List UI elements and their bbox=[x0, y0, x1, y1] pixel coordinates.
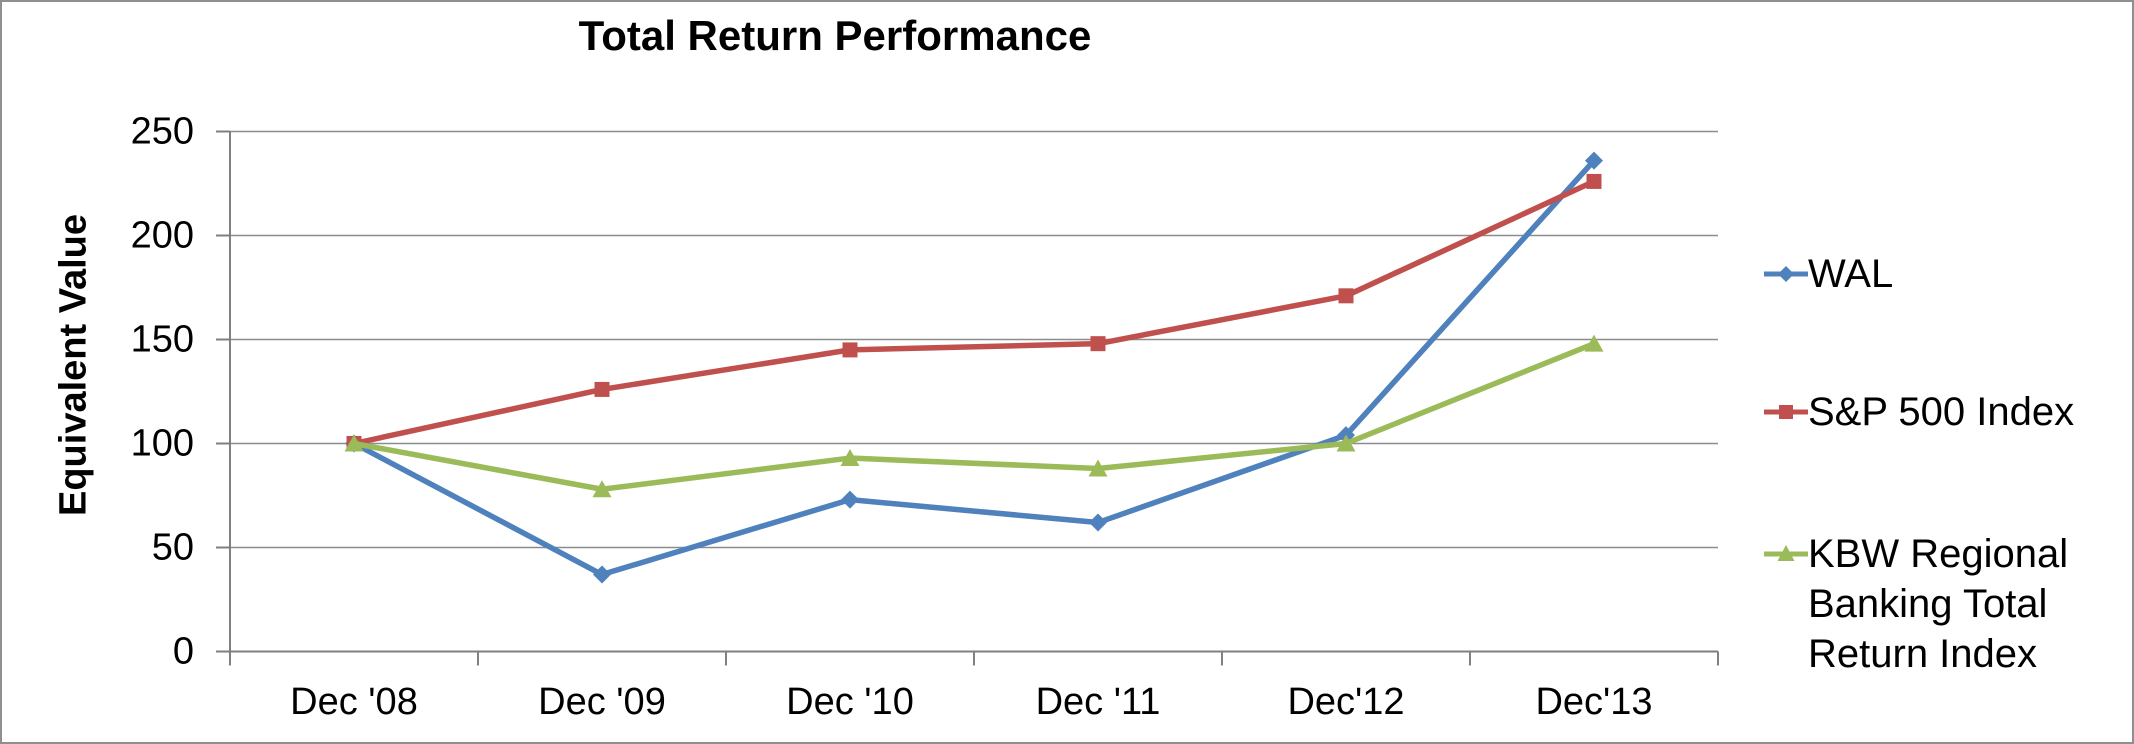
sp500-marker bbox=[1586, 173, 1602, 189]
kbw-marker bbox=[1336, 434, 1356, 452]
legend-label-kbw: KBW Regional Banking Total Return Index bbox=[1808, 532, 2069, 676]
wal-series-line bbox=[351, 157, 1597, 578]
sp500-marker bbox=[1338, 288, 1354, 304]
sp500-legend-marker-icon bbox=[1764, 405, 1808, 419]
kbw-marker bbox=[840, 449, 860, 467]
legend-label-sp500: S&P 500 Index bbox=[1808, 390, 2075, 434]
y-tick-label: 200 bbox=[131, 215, 194, 257]
wal-marker bbox=[593, 565, 611, 584]
kbw-marker bbox=[1088, 459, 1108, 477]
y-tick-label: 150 bbox=[131, 319, 194, 361]
x-category-label: Dec '08 bbox=[290, 681, 418, 723]
square-marker-icon bbox=[1779, 405, 1793, 419]
triangle-marker-icon bbox=[1777, 545, 1795, 561]
y-tick-label: 100 bbox=[131, 423, 194, 465]
x-category-label: Dec'12 bbox=[1287, 681, 1404, 723]
kbw-marker bbox=[344, 434, 364, 452]
y-tick-label: 250 bbox=[131, 111, 194, 153]
kbw-series-line bbox=[351, 340, 1597, 493]
wal-marker bbox=[1089, 513, 1107, 532]
wal-legend-marker-icon bbox=[1764, 266, 1808, 282]
x-category-label: Dec'13 bbox=[1535, 681, 1652, 723]
wal-marker bbox=[841, 490, 859, 509]
sp500-marker bbox=[1090, 336, 1106, 352]
sp500-series-line bbox=[351, 178, 1597, 447]
wal-marker bbox=[1585, 151, 1603, 170]
sp500-marker bbox=[842, 342, 858, 358]
diamond-marker-icon bbox=[1778, 266, 1794, 282]
y-tick-label: 0 bbox=[173, 631, 194, 673]
chart-title: Total Return Performance bbox=[578, 12, 1092, 59]
kbw-legend-marker-icon bbox=[1764, 545, 1808, 561]
y-tick-label: 50 bbox=[152, 527, 194, 569]
legend-label-wal: WAL bbox=[1808, 252, 1894, 296]
x-category-label: Dec '09 bbox=[538, 681, 666, 723]
sp500-marker bbox=[594, 381, 610, 397]
x-category-label: Dec '10 bbox=[786, 681, 914, 723]
kbw-marker bbox=[592, 480, 612, 498]
kbw-marker bbox=[1584, 334, 1604, 352]
x-category-label: Dec '11 bbox=[1036, 681, 1161, 723]
